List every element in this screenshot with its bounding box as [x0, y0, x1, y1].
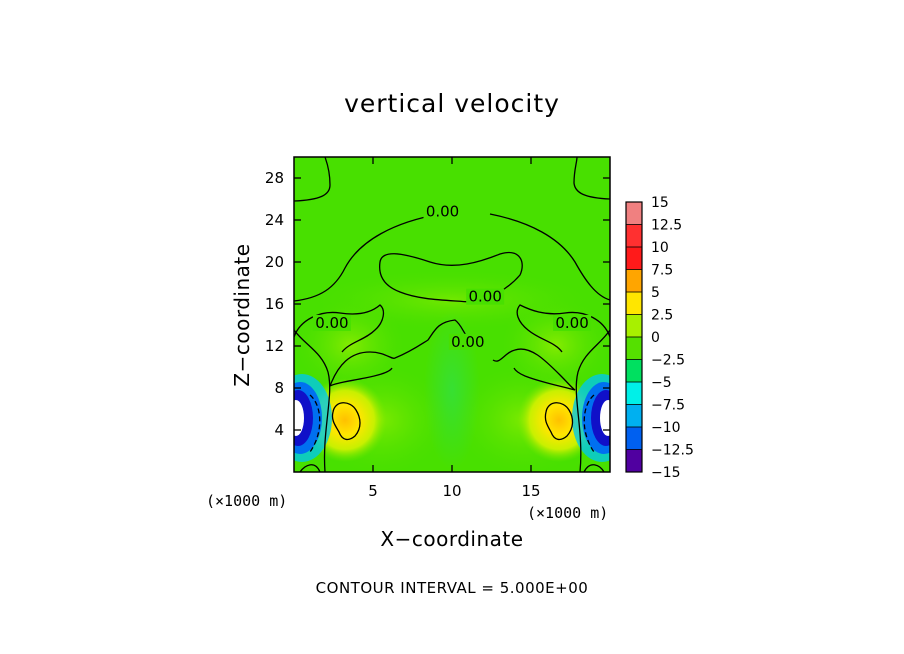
x-unit-label-right: (×1000 m): [527, 504, 608, 522]
contour-edge-right: [583, 394, 595, 453]
colorbar-label: −12.5: [651, 443, 694, 459]
colorbar-label: −10: [651, 420, 681, 436]
colorbar-label: 12.5: [651, 218, 682, 234]
contour-mid-left: [329, 319, 471, 387]
contour-base-left: [299, 464, 321, 472]
colorbar-label: −2.5: [651, 353, 685, 369]
downdraft-left: [294, 374, 332, 462]
colorbar-swatch: [626, 404, 642, 428]
contour-lower-left: [329, 367, 393, 387]
plot-area: 0.00 0.00 0.00 0.00 0.00: [294, 157, 610, 472]
contour-label-bg: [553, 314, 592, 331]
contour-label-bg: [423, 203, 462, 220]
colorbar-label: −15: [651, 465, 681, 481]
contour-base-right: [583, 464, 605, 472]
y-tick-label: 16: [265, 295, 284, 313]
y-tick-label: 24: [265, 211, 284, 229]
x-tick-label: 15: [521, 482, 540, 500]
contour-label: 0.00: [315, 314, 348, 332]
chart-title: vertical velocity: [344, 89, 560, 118]
contour-inner-cap: [378, 251, 523, 303]
x-axis-label: X−coordinate: [380, 527, 523, 551]
x-unit-label-left: (×1000 m): [206, 492, 287, 510]
contour-right-shoulder: [516, 304, 610, 353]
contour-right-column: [575, 329, 610, 472]
contour-label: 0.00: [555, 314, 588, 332]
colorbar: 15 12.5 10 7.5 5 2.5 0 −2.5 −5 −7.5 −10 −12.5 −15: [625, 195, 694, 481]
y-axis-label: Z−coordinate: [230, 243, 254, 386]
y-tick-label: 12: [265, 337, 284, 355]
contour-label-bg: [448, 333, 487, 350]
colorbar-swatch: [626, 202, 642, 225]
contour-labels: 0.00 0.00 0.00 0.00 0.00: [312, 203, 592, 351]
x-axis-ticks: 5 10 15: [368, 157, 541, 500]
contour-mid-right: [492, 348, 576, 391]
colorbar-swatch: [626, 337, 642, 360]
contour-lower-right: [513, 367, 576, 391]
colorbar-swatch: [626, 382, 642, 405]
x-tick-label: 10: [442, 482, 461, 500]
colorbar-swatch: [626, 292, 642, 315]
colorbar-label: −7.5: [651, 398, 685, 414]
contour-label: 0.00: [426, 203, 459, 221]
contour-core-left: [331, 402, 361, 441]
colorbar-label: −5: [651, 375, 672, 391]
contour-left-column: [294, 329, 331, 472]
colorbar-swatch: [626, 247, 642, 270]
contour-interval-footer: CONTOUR INTERVAL = 5.000E+00: [316, 579, 589, 597]
downdraft-right: [572, 374, 610, 462]
contour-top-left: [294, 157, 331, 202]
x-tick-label: 5: [368, 482, 378, 500]
colorbar-label: 2.5: [651, 308, 673, 324]
contour-upper-dome: [294, 213, 610, 302]
contour-label: 0.00: [468, 288, 501, 306]
contour-lines: [294, 157, 610, 472]
colorbar-swatch: [626, 359, 642, 383]
y-tick-label: 20: [265, 253, 284, 271]
colorbar-label: 15: [651, 195, 669, 211]
colorbar-label: 5: [651, 285, 660, 301]
contour-label-bg: [466, 288, 505, 305]
contour-left-shoulder: [294, 304, 385, 353]
contour-core-right: [544, 402, 574, 441]
y-tick-label: 8: [274, 379, 284, 397]
colorbar-swatch: [626, 449, 642, 473]
colorbar-swatch: [626, 224, 642, 248]
y-tick-label: 28: [265, 169, 284, 187]
colorbar-swatch: [626, 427, 642, 450]
contour-edge-left: [309, 394, 321, 453]
y-tick-label: 4: [274, 421, 284, 439]
colorbar-label: 7.5: [651, 263, 673, 279]
contour-label: 0.00: [451, 333, 484, 351]
contour-label-bg: [312, 314, 351, 331]
colorbar-swatch: [626, 269, 642, 293]
colorbar-label: 10: [651, 240, 669, 256]
contour-top-right: [573, 157, 610, 200]
colorbar-label: 0: [651, 330, 660, 346]
y-axis-ticks: 4 8 12 16 20 24 28: [265, 169, 610, 439]
colorbar-swatch: [626, 314, 642, 338]
